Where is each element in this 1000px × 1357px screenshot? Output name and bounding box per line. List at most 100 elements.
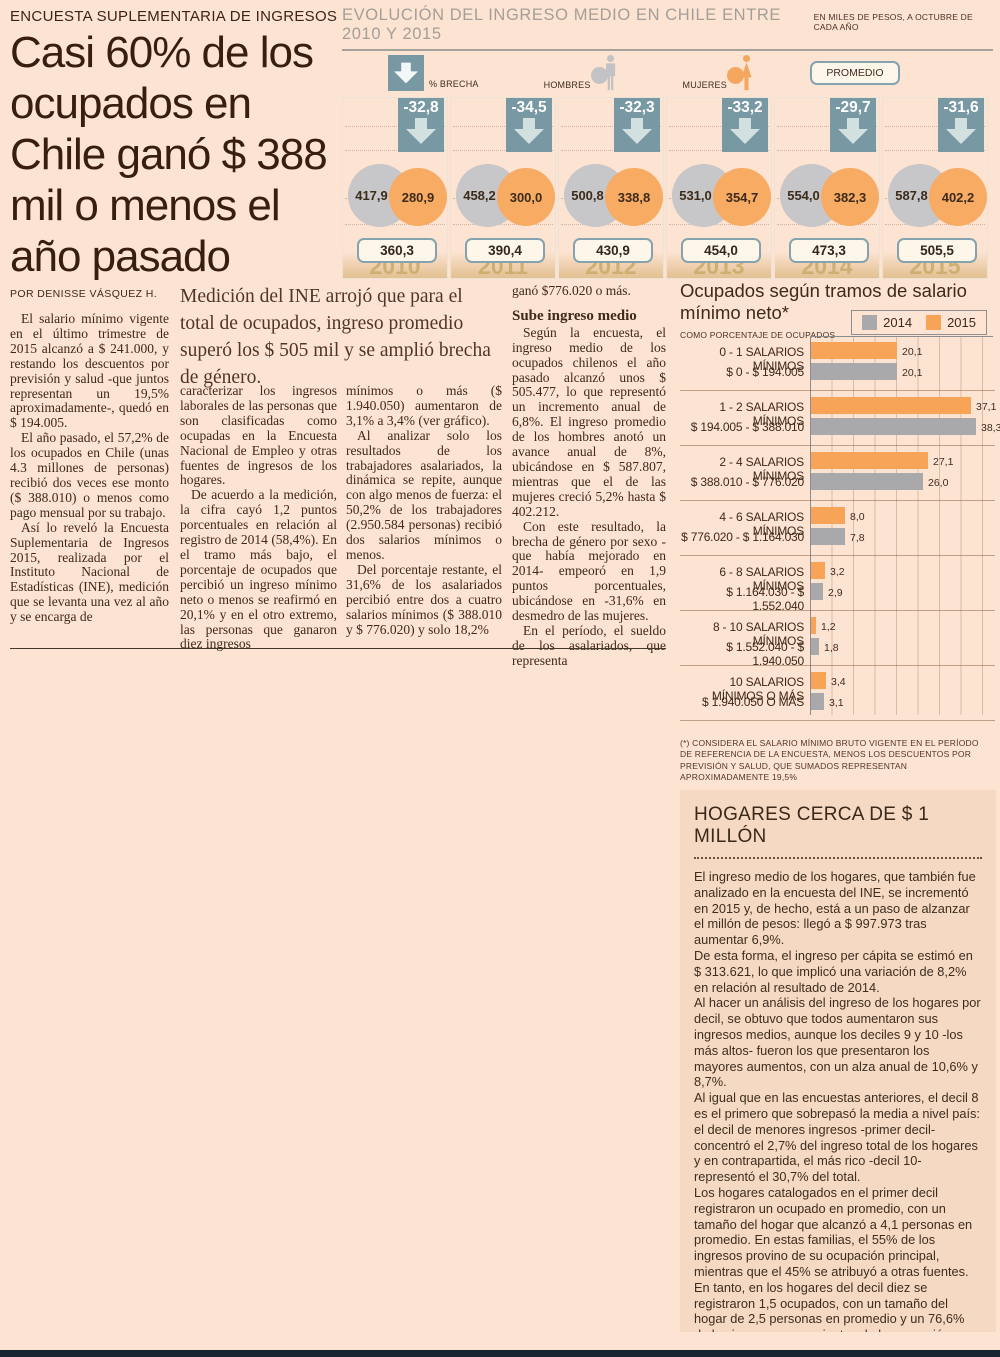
- down-arrow-icon: [514, 118, 544, 144]
- legend-hombres-label: HOMBRES: [543, 80, 591, 90]
- bar-group-label: 4 - 6 SALARIOS MÍNIMOS: [719, 510, 804, 538]
- mujeres-bubble: 280,9: [389, 168, 447, 226]
- bar-2015-value: 20,1: [902, 346, 923, 358]
- bar-group: 10 SALARIOS MÍNIMOS O MÁS $ 1.940.050 O M…: [680, 666, 995, 721]
- brecha-arrow-block: -34,5: [506, 98, 552, 152]
- bar-2015-value: 8,0: [850, 511, 865, 523]
- top-chart: EVOLUCIÓN DEL INGRESO MEDIO EN CHILE ENT…: [342, 6, 993, 279]
- gridline: [777, 126, 877, 127]
- down-arrow-icon: [622, 118, 652, 144]
- man-icon: [605, 55, 615, 91]
- bar-group: 8 - 10 SALARIOS MÍNIMOS $ 1.552.040 - $ 1…: [680, 611, 995, 668]
- bar-chart-rows: 0 - 1 SALARIOS MÍNIMOS $ 0 - $ 194.005 20,…: [680, 336, 1000, 721]
- down-arrow-icon: [838, 118, 868, 144]
- bar-group-label: 10 SALARIOS MÍNIMOS O MÁS: [711, 675, 804, 703]
- bar-2014-value: 20,1: [902, 367, 923, 379]
- bar-2015: [811, 617, 816, 634]
- gridline: [777, 224, 877, 225]
- year-panel: -29,7 554,0 382,3 473,3 2014: [774, 97, 880, 279]
- article-column-4: ganó $776.020 o más. Sube ingreso medio …: [512, 283, 666, 669]
- brecha-arrow-icon: [388, 55, 424, 91]
- gridline: [453, 150, 553, 151]
- mujeres-bubble: 354,7: [713, 168, 771, 226]
- gridline: [885, 126, 985, 127]
- gridline: [345, 150, 445, 151]
- mujeres-circle-icon: [726, 67, 744, 84]
- kicker: ENCUESTA SUPLEMENTARIA DE INGRESOS: [10, 8, 338, 25]
- bar-2014: [811, 473, 923, 490]
- gridline: [345, 126, 445, 127]
- paragraph: Según la encuesta, el ingreso medio de l…: [512, 324, 666, 519]
- brecha-arrow-block: -29,7: [830, 98, 876, 152]
- paragraph: Del porcentaje restante, el 31,6% de los…: [346, 561, 502, 637]
- brecha-value: -29,7: [835, 99, 871, 116]
- gridline: [561, 126, 661, 127]
- gridline: [453, 224, 553, 225]
- bar-group: 2 - 4 SALARIOS MÍNIMOS $ 388.010 - $ 776.…: [680, 446, 995, 501]
- bar-2014: [811, 583, 823, 600]
- paragraph: De acuerdo a la medición, la cifra cayó …: [180, 487, 337, 652]
- article-column-3: mínimos o más ($ 1.940.050) aumentaron d…: [346, 383, 502, 637]
- bar-group-sublabel: $ 776.020 - $ 1.164.030: [681, 530, 804, 544]
- bar-group-label: 1 - 2 SALARIOS MÍNIMOS: [719, 400, 804, 428]
- down-arrow-icon: [406, 118, 436, 144]
- paragraph: De esta forma, el ingreso per cápita se …: [694, 947, 973, 995]
- article-subhead: Sube ingreso medio: [512, 307, 637, 324]
- bar-2014-value: 7,8: [850, 532, 865, 544]
- year-panel: -31,6 587,8 402,2 505,5 2015: [882, 97, 988, 279]
- bar-group-sublabel: $ 388.010 - $ 776.020: [690, 475, 804, 489]
- paragraph: caracterizar los ingresos laborales de l…: [180, 383, 337, 488]
- legend-2015: 2015: [926, 315, 976, 330]
- bar-chart-title: Ocupados según tramos de salario mínimo …: [680, 280, 967, 323]
- bar-group-label: 0 - 1 SALARIOS MÍNIMOS: [719, 345, 804, 373]
- paragraph: Al hacer un análisis del ingreso de los …: [694, 995, 981, 1090]
- gridline: [885, 224, 985, 225]
- hombres-circle-icon: [590, 67, 608, 84]
- bar-2015-value: 3,2: [830, 566, 845, 578]
- brecha-value: -33,2: [727, 99, 763, 116]
- top-chart-legend: % BRECHA HOMBRES MUJERES PROMEDIO: [342, 51, 993, 95]
- sidebar-hogares: HOGARES CERCA DE $ 1 MILLÓN El ingreso m…: [680, 790, 996, 1332]
- bar-2015: [811, 397, 971, 414]
- bar-chart-legend: 2014 2015: [851, 310, 987, 335]
- bar-2015: [811, 507, 845, 524]
- paragraph: En el período, el sueldo de los asalaria…: [512, 622, 666, 668]
- bar-group-label: 6 - 8 SALARIOS MÍNIMOS: [719, 565, 804, 593]
- top-chart-subtitle: EN MILES DE PESOS, A OCTUBRE DE CADA AÑO: [813, 12, 973, 32]
- bar-2015: [811, 452, 928, 469]
- sidebar-body: El ingreso medio de los hogares, que tam…: [694, 869, 982, 1332]
- brecha-arrow-block: -32,8: [398, 98, 444, 152]
- brecha-arrow-block: -33,2: [722, 98, 768, 152]
- bar-group: 0 - 1 SALARIOS MÍNIMOS $ 0 - $ 194.005 20,…: [680, 336, 995, 391]
- paragraph: Al igual que en las encuestas anteriores…: [694, 1090, 980, 1185]
- promedio-value: 454,0: [681, 238, 761, 263]
- bar-group-sublabel: $ 194.005 - $ 388.010: [690, 420, 804, 434]
- down-arrow-icon: [730, 118, 760, 144]
- bar-2014: [811, 418, 976, 435]
- brecha-value: -32,8: [403, 99, 439, 116]
- page-title: Casi 60% de los ocupados en Chile ganó $…: [10, 28, 328, 282]
- woman-icon: [741, 55, 752, 91]
- top-chart-panels: -32,8 417,9 280,9 360,3 2010 -34,5 458,2 300,0 3…: [342, 97, 993, 279]
- legend-2015-swatch: [926, 315, 942, 330]
- article-lede: Medición del INE arrojó que para el tota…: [180, 286, 491, 388]
- bar-2014-value: 26,0: [928, 477, 949, 489]
- bar-2015-value: 3,4: [831, 676, 846, 688]
- gridline: [345, 224, 445, 225]
- legend-hombres: HOMBRES: [539, 54, 618, 92]
- bar-2015: [811, 562, 825, 579]
- promedio-value: 473,3: [789, 238, 869, 263]
- bar-2014: [811, 528, 845, 545]
- legend-promedio: PROMEDIO: [809, 61, 900, 85]
- sidebar-dotted-rule: [694, 857, 982, 859]
- bar-group-sublabel: $ 1.940.050 O MÁS: [702, 695, 804, 709]
- bar-2014-value: 1,8: [824, 642, 839, 654]
- bar-group-label: 8 - 10 SALARIOS MÍNIMOS: [712, 620, 804, 648]
- sidebar-title: HOGARES CERCA DE $ 1 MILLÓN: [694, 804, 930, 847]
- legend-mujeres: MUJERES: [678, 54, 754, 92]
- brecha-value: -32,3: [619, 99, 655, 116]
- bar-2015: [811, 672, 826, 689]
- year-panel: -33,2 531,0 354,7 454,0 2013: [666, 97, 772, 279]
- gridline: [453, 126, 553, 127]
